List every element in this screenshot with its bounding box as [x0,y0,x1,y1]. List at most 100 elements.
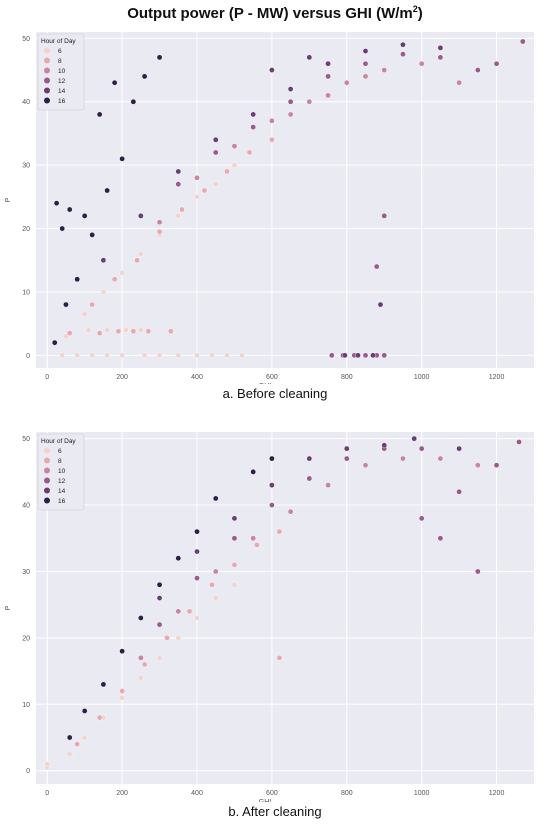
x-tick-label: 1200 [489,790,505,797]
legend-entry-hour-6: 6 [58,448,62,455]
data-point-hour-6 [100,289,107,295]
data-point-hour-14 [269,482,275,488]
data-point-hour-16 [100,681,107,688]
data-point-hour-8 [269,136,275,143]
data-point-hour-10 [138,655,144,661]
data-point-hour-6 [85,327,92,333]
plot-area [36,432,534,784]
data-point-hour-16 [89,232,95,238]
data-point-hour-8 [186,608,193,615]
data-point-hour-6 [212,181,219,187]
legend-marker-hour-10 [44,467,50,474]
y-tick-label: 40 [22,99,30,106]
plot-area [36,32,534,368]
data-point-hour-8 [66,330,73,336]
x-tick-label: 200 [116,374,128,381]
data-point-hour-12 [343,455,350,462]
legend-marker-hour-16 [44,497,50,504]
data-point-hour-8 [254,542,260,548]
y-tick-label: 30 [22,163,30,170]
data-point-hour-10 [400,455,406,462]
legend-title: Hour of Day [41,38,76,45]
data-point-hour-6 [175,352,182,359]
x-axis-label: GHI [259,383,272,384]
data-point-hour-10 [269,117,275,124]
data-point-hour-12 [493,60,500,67]
legend-marker-hour-10 [44,67,50,74]
data-point-hour-10 [418,60,425,67]
data-point-hour-16 [111,79,118,86]
data-point-hour-8 [276,528,283,535]
data-point-hour-12 [194,575,200,581]
data-point-hour-14 [437,45,444,51]
data-point-hour-14 [306,455,313,462]
x-axis-label: GHI [259,799,272,802]
data-point-hour-6 [138,674,144,681]
data-point-hour-10 [343,79,350,86]
legend-entry-hour-10: 10 [58,468,66,475]
x-tick-label: 0 [45,790,49,797]
data-point-hour-16 [175,555,182,561]
data-point-hour-6 [141,352,148,359]
data-point-hour-14 [400,41,406,48]
data-point-hour-16 [74,276,80,283]
x-tick-label: 1200 [489,374,505,381]
data-point-hour-12 [418,515,425,522]
data-point-hour-12 [325,73,331,80]
legend-marker-hour-8 [44,57,50,64]
legend-entry-hour-10: 10 [58,68,66,75]
data-point-hour-16 [269,455,275,462]
data-point-hour-6 [123,327,129,333]
data-point-hour-16 [156,54,163,61]
data-point-hour-6 [194,615,200,621]
data-point-hour-12 [212,149,219,156]
data-point-hour-16 [81,213,88,219]
data-point-hour-8 [276,655,283,661]
data-point-hour-8 [96,714,103,721]
data-point-hour-16 [156,581,163,588]
data-point-hour-6 [138,327,144,333]
y-tick-label: 40 [22,503,30,510]
data-point-hour-16 [81,708,88,714]
data-point-hour-12 [519,38,526,45]
data-point-hour-8 [96,330,103,336]
legend: Hour of Day 6 8 10 12 14 16 [37,33,85,111]
x-tick-label: 800 [341,374,353,381]
data-point-hour-8 [74,741,80,747]
data-point-hour-6 [119,694,125,701]
x-tick-label: 600 [266,790,278,797]
data-point-hour-8 [130,328,137,335]
y-tick-label: 20 [22,226,30,233]
data-point-hour-8 [156,228,163,235]
data-point-hour-8 [179,206,185,213]
data-point-hour-6 [194,194,200,200]
y-tick-label: 0 [26,768,30,775]
x-tick-label: 1000 [414,790,430,797]
data-point-hour-12 [475,67,481,73]
data-point-hour-14 [306,54,313,61]
data-point-hour-8 [111,276,118,283]
legend-marker-hour-14 [44,87,50,94]
legend-entry-hour-16: 16 [58,98,66,105]
data-point-hour-8 [231,562,238,568]
legend-marker-hour-12 [44,477,50,484]
legend-entry-hour-12: 12 [58,478,66,485]
data-point-hour-8 [209,581,215,588]
legend-entry-hour-14: 14 [58,88,66,95]
figure-title: Output power (P - MW) versus GHI (W/m2) [127,4,423,22]
data-point-hour-8 [224,168,230,175]
data-point-hour-12 [493,462,500,469]
data-point-hour-8 [134,257,140,264]
data-point-hour-8 [115,328,122,335]
scatter-chart-after-cleaning: 0 200 400 600 800 1000 1200 0 10 20 30 40 50 GHI P Hour… [5,432,534,806]
legend-entry-hour-16: 16 [58,498,66,505]
data-point-hour-16 [119,155,125,162]
chart-panel-before: 0 200 400 600 800 1000 1200 0 10 20 30 40 50 GHI P Hour… [0,28,550,390]
data-point-hour-16 [119,648,125,654]
data-point-hour-6 [239,352,245,359]
data-point-hour-12 [381,213,388,219]
y-tick-label: 50 [22,436,30,443]
legend-marker-hour-8 [44,457,50,464]
data-point-hour-12 [456,488,462,495]
data-point-hour-14 [156,595,163,601]
